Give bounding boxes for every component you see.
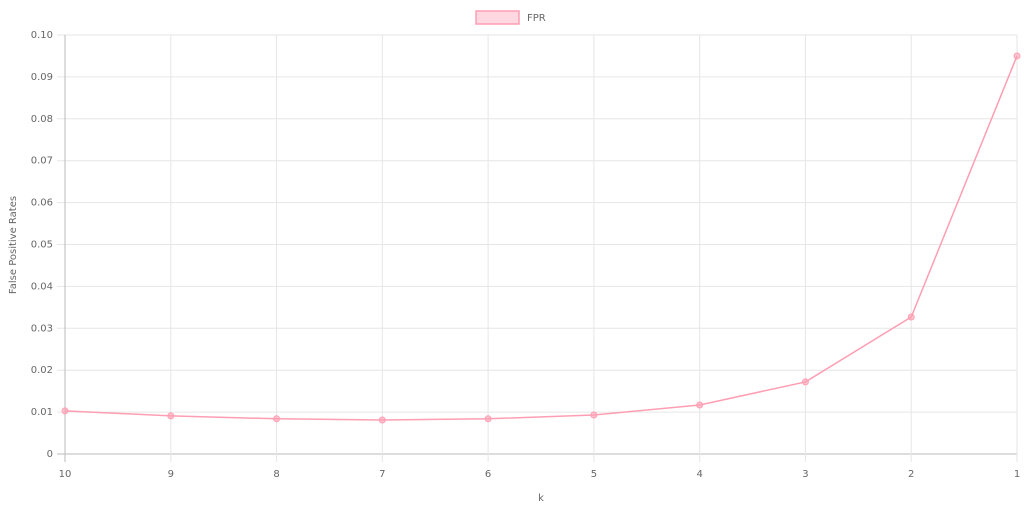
point bbox=[484, 415, 492, 423]
y-tick-label: 0.04 bbox=[31, 281, 53, 292]
legend-swatch bbox=[475, 10, 520, 25]
y-tick-label: 0.06 bbox=[31, 198, 53, 209]
y-tick-label: 0.07 bbox=[31, 156, 53, 167]
y-tick-label: 0 bbox=[47, 449, 53, 460]
x-tick-label: 10 bbox=[59, 469, 72, 480]
x-tick-label: 1 bbox=[1014, 469, 1020, 480]
y-axis-label: False Positive Rates bbox=[8, 196, 19, 294]
y-tick-label: 0.09 bbox=[31, 72, 53, 83]
y-tick-label: 0.02 bbox=[31, 365, 53, 376]
point bbox=[378, 416, 386, 424]
x-axis-label: k bbox=[538, 493, 544, 504]
x-tick-label: 4 bbox=[696, 469, 702, 480]
point bbox=[907, 313, 915, 321]
x-tick-label: 9 bbox=[168, 469, 174, 480]
y-tick-label: 0.01 bbox=[31, 407, 53, 418]
point bbox=[61, 407, 69, 415]
y-tick-label: 0.03 bbox=[31, 323, 53, 334]
x-tick-label: 5 bbox=[591, 469, 597, 480]
line bbox=[64, 55, 1018, 421]
y-tick-label: 0.10 bbox=[31, 30, 53, 41]
legend-label: FPR bbox=[527, 13, 546, 24]
point bbox=[590, 411, 598, 419]
y-tick-label: 0.08 bbox=[31, 114, 53, 125]
point bbox=[167, 412, 175, 420]
x-tick-label: 6 bbox=[485, 469, 491, 480]
x-tick-label: 8 bbox=[273, 469, 279, 480]
x-tick-label: 2 bbox=[908, 469, 914, 480]
point bbox=[1013, 52, 1021, 60]
point bbox=[801, 378, 809, 386]
point bbox=[273, 415, 281, 423]
x-tick-label: 3 bbox=[802, 469, 808, 480]
y-tick-label: 0.05 bbox=[31, 240, 53, 251]
x-tick-label: 7 bbox=[379, 469, 385, 480]
point bbox=[696, 401, 704, 409]
